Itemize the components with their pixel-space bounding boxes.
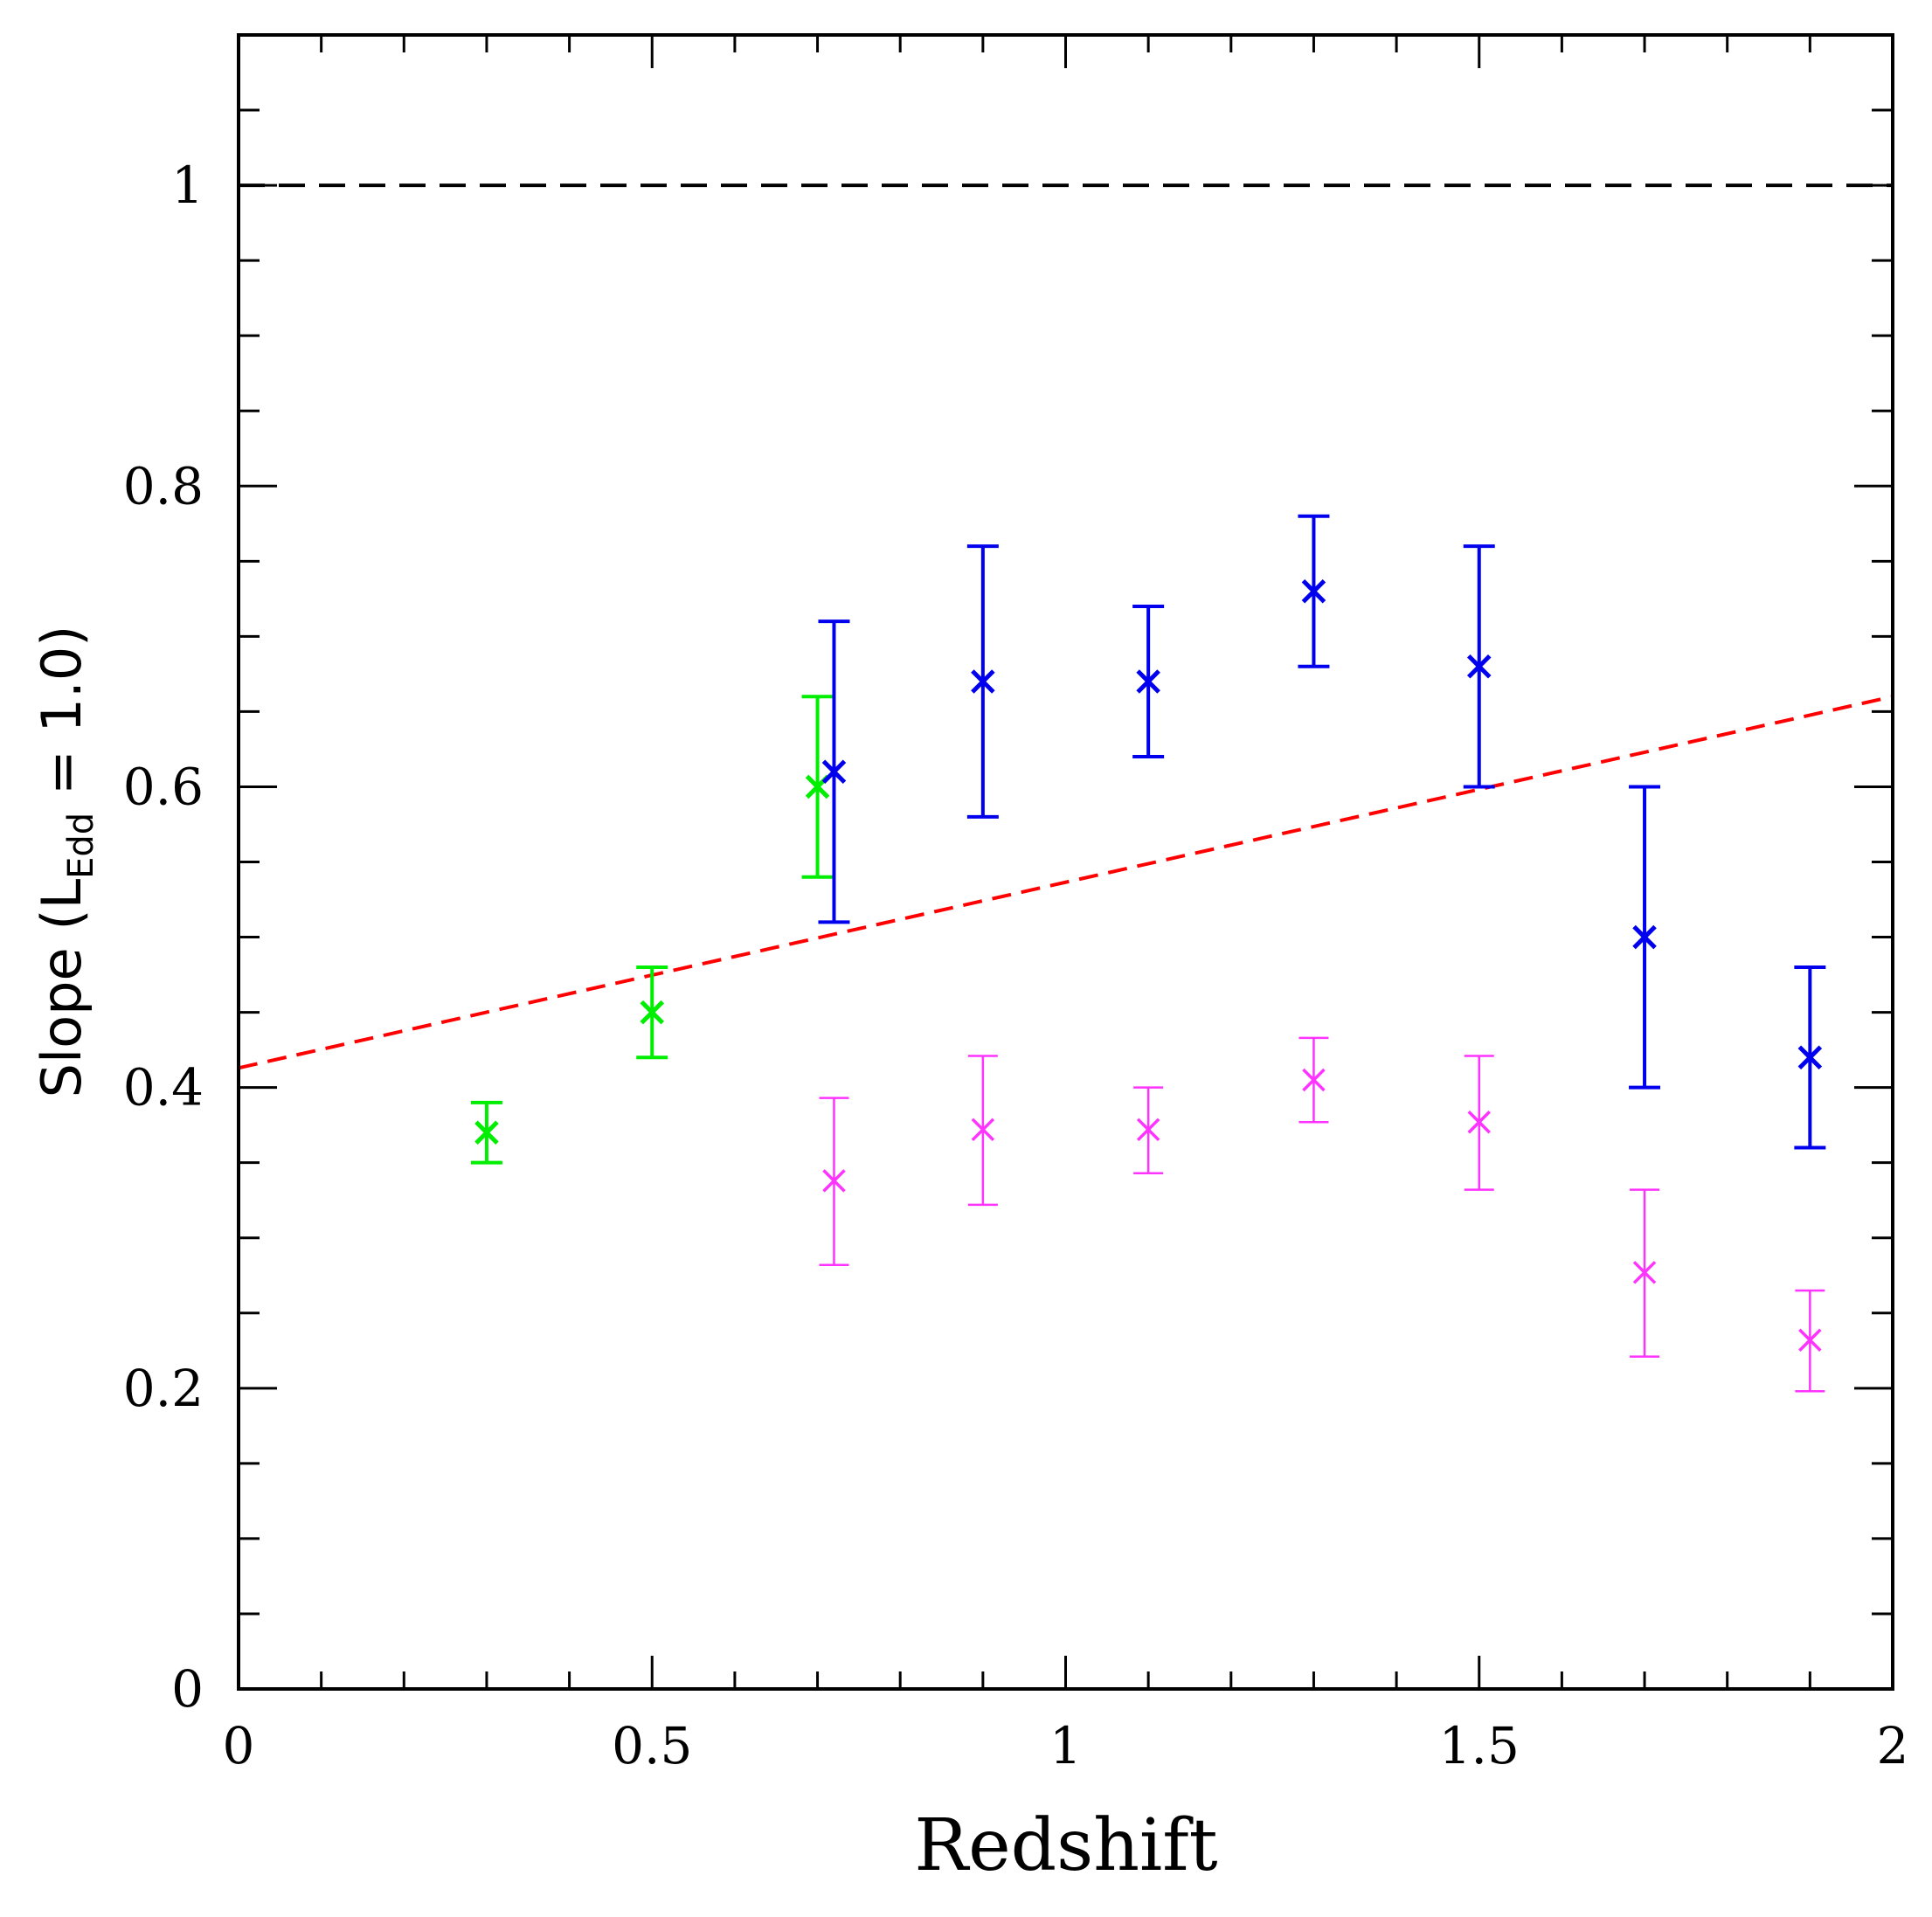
data-point-blue-1 [818,619,850,924]
marker-blue [1632,924,1657,950]
marker-magenta [1798,1328,1822,1352]
x-tick-label: 2 [1877,1716,1909,1775]
data-point-magenta-3 [1133,1086,1164,1174]
marker-magenta [1632,1261,1657,1284]
data-point-blue-7 [1794,965,1826,1150]
axis-tick-labels: 0 0.5 1 1.5 2 0 0.2 0.4 0.6 0.8 1 [123,156,1909,1775]
data-point-magenta-5 [1464,1055,1494,1191]
data-point-magenta-7 [1795,1289,1825,1393]
data-point-magenta-4 [1298,1036,1329,1124]
marker-blue [1797,1045,1823,1069]
x-tick-label: 0 [223,1716,255,1775]
data-point-green-1 [470,1100,502,1165]
data-point-green-3 [801,695,834,879]
fit-line-linear-fit [238,695,1894,1070]
y-axis-title-prefix: Slope (L [30,878,93,1097]
data-point-magenta-6 [1630,1188,1660,1358]
y-tick-label: 0 [171,1659,204,1719]
marker-blue [821,759,847,785]
data-point-blue-5 [1463,544,1495,789]
y-tick-label: 1 [171,156,204,215]
x-tick-label: 1.5 [1439,1716,1520,1775]
y-axis-title-suffix: = 1.0) [30,626,93,813]
y-tick-label: 0.6 [123,757,204,816]
y-tick-label: 0.4 [123,1058,204,1118]
marker-magenta [1467,1110,1491,1134]
marker-blue [971,669,995,694]
x-axis-title: Redshift [914,1804,1217,1887]
data-point-blue-6 [1629,785,1661,1090]
marker-blue [1466,654,1492,679]
x-tick-label: 0.5 [612,1716,692,1775]
marker-green [640,1000,665,1025]
data-point-green-2 [636,965,668,1060]
marker-magenta [971,1118,995,1142]
y-tick-label: 0.2 [123,1359,204,1418]
marker-green [474,1120,499,1145]
marker-blue [1301,578,1326,604]
data-point-magenta-1 [819,1097,849,1266]
axis-ticks [237,33,1894,1691]
y-axis-title-subscript: Edd [61,813,101,879]
marker-magenta [1136,1118,1160,1142]
x-tick-label: 1 [1049,1716,1082,1775]
plot-marks [238,183,1894,1393]
data-point-blue-3 [1132,604,1165,759]
marker-magenta [822,1169,846,1193]
data-point-magenta-2 [967,1055,998,1207]
marker-blue [1136,669,1160,694]
data-point-blue-2 [966,544,999,819]
y-axis-title: Slope (LEdd = 1.0) [30,626,101,1098]
marker-magenta [1302,1068,1326,1092]
data-point-blue-4 [1298,514,1330,668]
y-tick-label: 0.8 [123,456,204,516]
